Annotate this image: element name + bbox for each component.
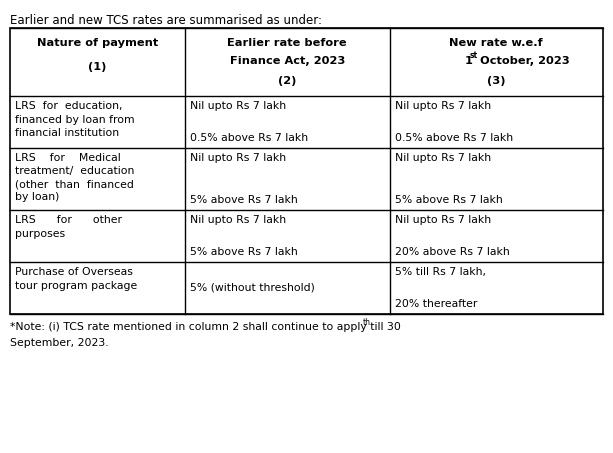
Text: 5% above Rs 7 lakh: 5% above Rs 7 lakh (190, 247, 298, 257)
Text: Nil upto Rs 7 lakh: Nil upto Rs 7 lakh (395, 101, 490, 111)
Text: October, 2023: October, 2023 (476, 56, 570, 66)
Text: Nil upto Rs 7 lakh: Nil upto Rs 7 lakh (395, 153, 490, 163)
Text: (2): (2) (278, 76, 297, 86)
Text: 0.5% above Rs 7 lakh: 0.5% above Rs 7 lakh (395, 133, 512, 143)
Text: 5% above Rs 7 lakh: 5% above Rs 7 lakh (395, 195, 502, 205)
Text: LRS  for  education,
financed by loan from
financial institution: LRS for education, financed by loan from… (15, 101, 135, 138)
Text: (3): (3) (487, 76, 506, 86)
Text: Nil upto Rs 7 lakh: Nil upto Rs 7 lakh (190, 153, 286, 163)
Text: *Note: (i) TCS rate mentioned in column 2 shall continue to apply till 30: *Note: (i) TCS rate mentioned in column … (10, 322, 401, 332)
Text: Nil upto Rs 7 lakh: Nil upto Rs 7 lakh (395, 215, 490, 225)
Text: LRS      for      other
purposes: LRS for other purposes (15, 215, 122, 239)
Text: Nil upto Rs 7 lakh: Nil upto Rs 7 lakh (190, 101, 286, 111)
Text: Purchase of Overseas
tour program package: Purchase of Overseas tour program packag… (15, 267, 137, 291)
Text: 0.5% above Rs 7 lakh: 0.5% above Rs 7 lakh (190, 133, 308, 143)
Text: th: th (363, 318, 371, 327)
Text: Nil upto Rs 7 lakh: Nil upto Rs 7 lakh (190, 215, 286, 225)
Text: LRS    for    Medical
treatment/  education
(other  than  financed
by loan): LRS for Medical treatment/ education (ot… (15, 153, 134, 202)
Text: 5% (without threshold): 5% (without threshold) (190, 283, 315, 293)
Bar (10, 28, 603, 314)
Text: 20% thereafter: 20% thereafter (395, 299, 477, 309)
Text: 20% above Rs 7 lakh: 20% above Rs 7 lakh (395, 247, 509, 257)
Text: Nature of payment: Nature of payment (37, 38, 158, 48)
Text: (1): (1) (88, 62, 107, 72)
Text: 1: 1 (464, 56, 472, 66)
Text: Finance Act, 2023: Finance Act, 2023 (229, 56, 345, 66)
Text: st: st (470, 51, 478, 60)
Text: September, 2023.: September, 2023. (10, 338, 109, 348)
Text: Earlier and new TCS rates are summarised as under:: Earlier and new TCS rates are summarised… (10, 14, 322, 27)
Text: New rate w.e.f: New rate w.e.f (449, 38, 543, 48)
Text: 5% above Rs 7 lakh: 5% above Rs 7 lakh (190, 195, 298, 205)
Text: Earlier rate before: Earlier rate before (227, 38, 347, 48)
Text: 5% till Rs 7 lakh,: 5% till Rs 7 lakh, (395, 267, 485, 277)
